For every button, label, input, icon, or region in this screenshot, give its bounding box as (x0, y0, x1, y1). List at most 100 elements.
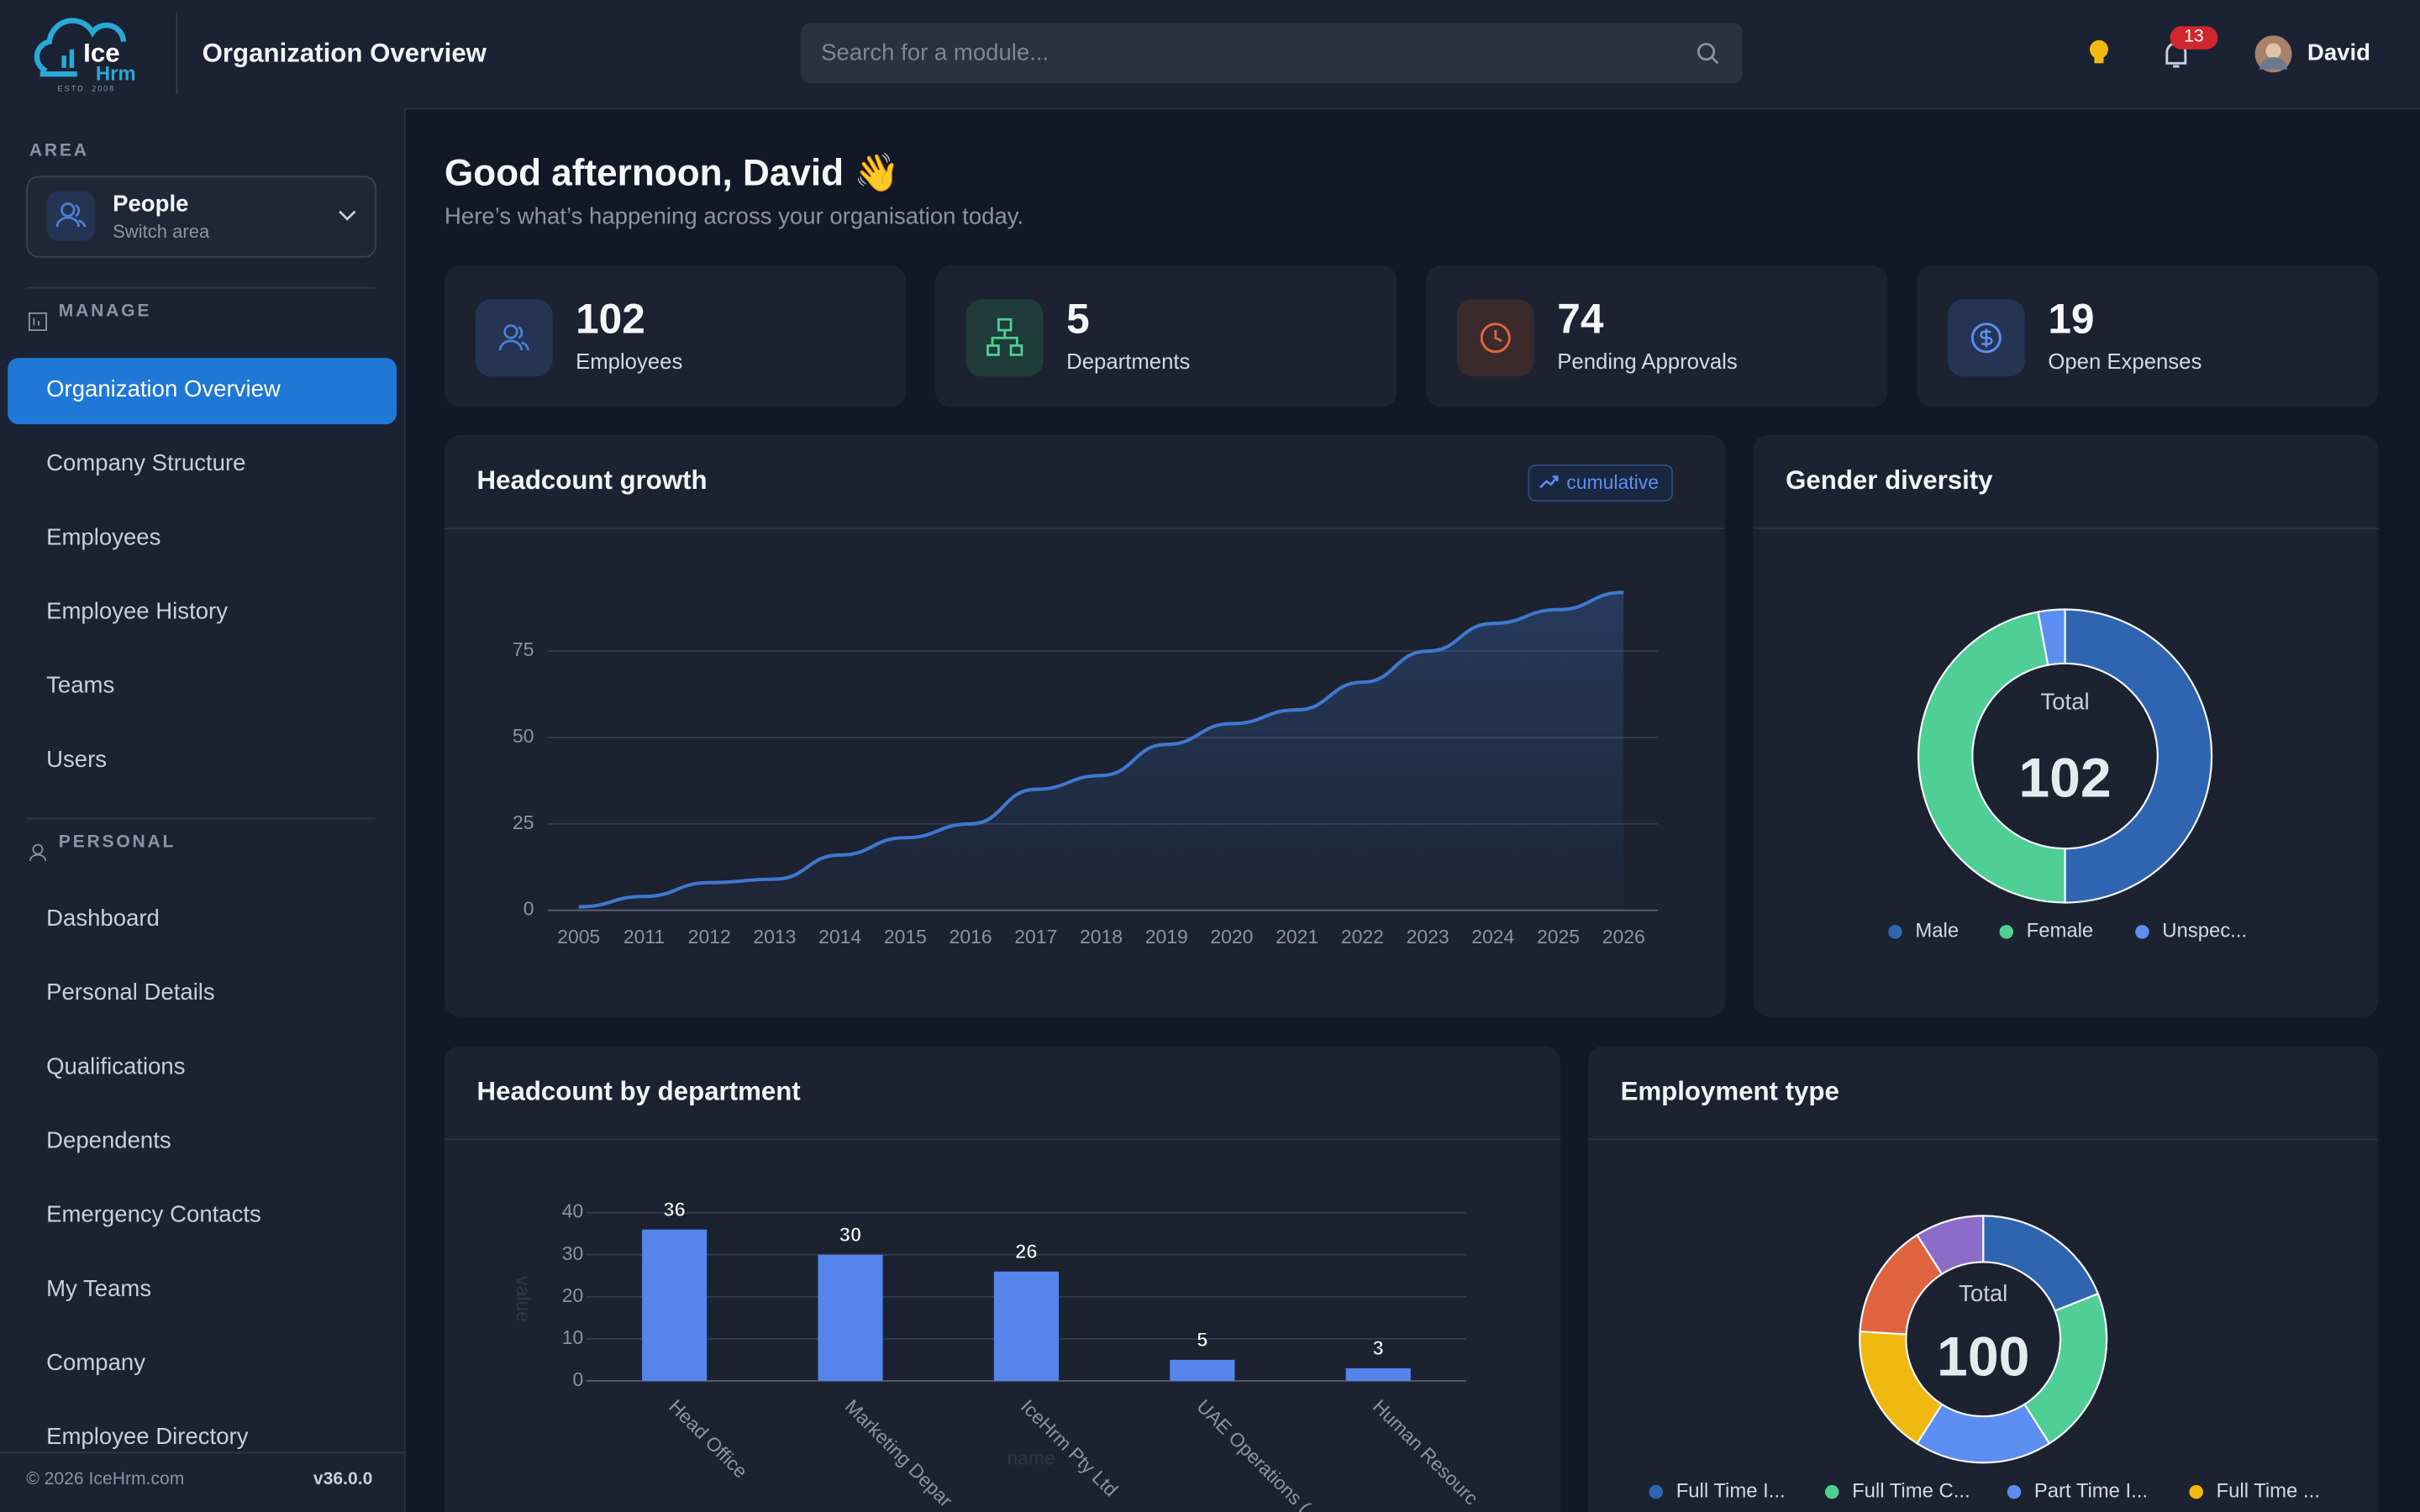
stat-icon (475, 299, 553, 377)
nav-item[interactable]: Employee History (46, 598, 229, 625)
chart: 0 10 20 30 40 36 Head Office 30 Marketing Depar 2… (513, 1199, 1483, 1512)
area-switcher[interactable]: People Switch area (26, 176, 377, 258)
value-label: 26 (1015, 1241, 1038, 1263)
x-tick-label: 2016 (950, 926, 992, 948)
legend-swatch (1888, 925, 1902, 939)
legend-label: Part Time I... (2034, 1479, 2148, 1502)
section-title: PERSONAL (58, 832, 176, 852)
legend-label: Full Time I... (1676, 1479, 1786, 1502)
trend-icon (1539, 475, 1559, 489)
stat-card[interactable]: 102 Employees (444, 265, 907, 407)
legend-label: Full Time ... (2217, 1479, 2320, 1502)
bar (642, 1229, 708, 1381)
nav-item[interactable]: Dashboard (46, 906, 160, 932)
nav-item[interactable]: Teams (46, 672, 115, 700)
legend-swatch (2135, 925, 2149, 939)
card-title: Headcount growth (476, 465, 708, 496)
y-tick-label: 0 (523, 898, 534, 920)
badge[interactable]: cumulative (1528, 464, 1673, 501)
legend-label: Female (2027, 920, 2094, 942)
nav-item[interactable]: Employees (46, 524, 161, 551)
logo: Ice Hrm ESTD. 2008 (34, 18, 136, 92)
logo-text: Hrm (96, 63, 136, 86)
sidebar: AREA People Switch area MANAGE Organizati… (0, 108, 407, 1512)
legend-label: Unspec... (2162, 920, 2247, 942)
nav-item[interactable]: Organization Overview (46, 376, 281, 403)
nav-item[interactable]: Emergency Contacts (46, 1201, 261, 1229)
x-axis-label: name (1007, 1447, 1055, 1469)
divider (26, 817, 376, 820)
legend-swatch (1649, 1484, 1664, 1499)
legend-swatch (2007, 1484, 2022, 1499)
stat-icon (1456, 299, 1534, 377)
x-tick-label: 2017 (1014, 926, 1057, 948)
value-label: 3 (1373, 1337, 1384, 1360)
card-divider (444, 528, 1726, 529)
divider (176, 12, 178, 95)
center-total: 102 (2018, 747, 2111, 809)
nav-item[interactable]: Employee Directory (46, 1424, 249, 1451)
nav-item[interactable]: My Teams (46, 1275, 152, 1303)
stat-card[interactable]: 19 Open Expenses (1917, 265, 2379, 407)
user-name[interactable]: David (2307, 39, 2370, 66)
nav-item[interactable]: Personal Details (46, 979, 215, 1006)
y-tick-label: 30 (562, 1242, 584, 1264)
line (578, 591, 1624, 909)
x-tick-label: 2019 (1145, 926, 1188, 948)
x-tick-label: 2012 (688, 926, 731, 948)
legend-swatch (1999, 925, 2014, 939)
legend-swatch (1824, 1484, 1839, 1499)
stat-value: 74 (1557, 296, 1604, 343)
area-label: AREA (29, 141, 89, 161)
avatar[interactable] (2254, 35, 2292, 73)
stat-card[interactable]: 5 Departments (935, 265, 1397, 407)
page-title: Organization Overview (202, 38, 487, 68)
x-tick-label: 2021 (1276, 926, 1318, 948)
search-icon (1697, 42, 1719, 65)
nav-item[interactable]: Company Structure (46, 450, 246, 477)
y-axis-label: value (513, 1276, 534, 1322)
nav-item[interactable]: Qualifications (46, 1053, 186, 1080)
chart: Total 100 Full Time I... Full Time C... Part… (1649, 1215, 2320, 1502)
center-label: Total (1959, 1280, 2007, 1306)
chevron (339, 210, 356, 221)
nav-item[interactable]: Company (46, 1350, 146, 1377)
bar (1345, 1368, 1411, 1381)
x-tick-label: 2018 (1080, 926, 1123, 948)
stat-label: Pending Approvals (1557, 349, 1738, 374)
card-title: Gender diversity (1786, 465, 1993, 496)
x-tick-label: 2011 (623, 926, 665, 948)
version: v36.0.0 (313, 1470, 373, 1489)
x-tick-label: 2005 (557, 926, 600, 948)
search-box[interactable]: Search for a module... (801, 23, 1743, 84)
area (578, 592, 1624, 911)
card-divider (1588, 1138, 2379, 1141)
tips-icon[interactable] (2086, 39, 2111, 70)
y-tick-label: 20 (562, 1284, 584, 1306)
donut-segment (1917, 611, 2066, 904)
stat-value: 5 (1066, 296, 1090, 343)
value-label: 30 (839, 1224, 862, 1247)
bar (993, 1271, 1059, 1381)
y-tick-label: 40 (562, 1200, 584, 1222)
logo-tag: ESTD. 2008 (58, 84, 115, 92)
legend-label: Full Time C... (1852, 1479, 1970, 1502)
stat-label: Departments (1066, 349, 1191, 374)
x-tick-label: 2023 (1407, 926, 1449, 948)
manage-icon (28, 312, 48, 331)
x-tick-label: 2022 (1341, 926, 1384, 948)
nav-item[interactable]: Dependents (46, 1127, 171, 1154)
y-tick-label: 25 (513, 811, 534, 833)
x-tick-label: 2015 (884, 926, 927, 948)
notification-badge: 13 (2170, 26, 2218, 50)
area-icon (46, 191, 96, 241)
x-tick-label: 2024 (1471, 926, 1514, 948)
stat-card[interactable]: 74 Pending Approvals (1426, 265, 1888, 407)
x-tick-label: Human Resourc (1369, 1395, 1483, 1509)
nav-item[interactable]: Users (46, 746, 108, 774)
stat-icon (1947, 299, 2025, 377)
legend-swatch (2189, 1484, 2203, 1499)
center-label: Total (2040, 688, 2089, 714)
